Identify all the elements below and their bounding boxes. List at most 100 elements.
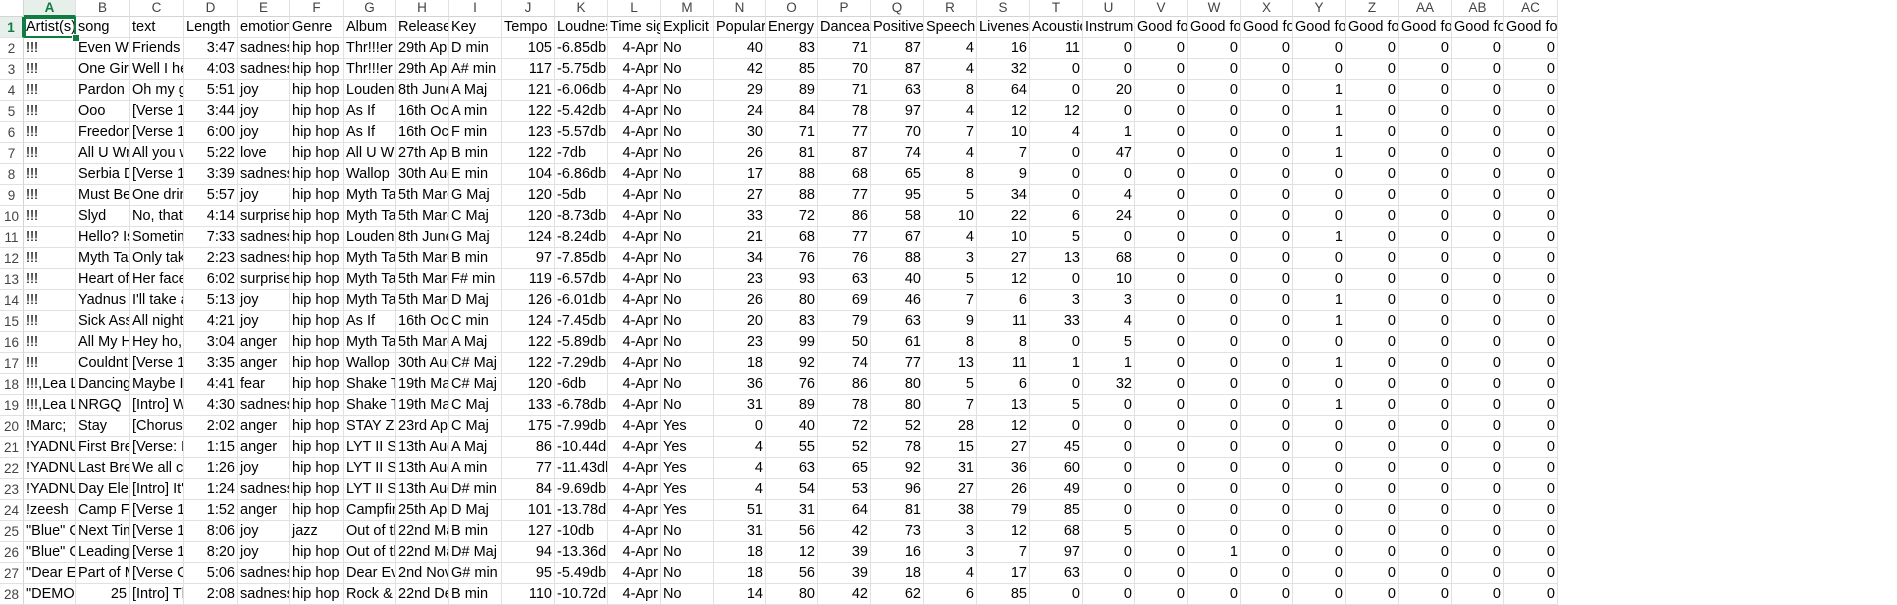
cell-z25[interactable]: 0 [1346,521,1399,542]
cell-d12[interactable]: 2:23 [184,248,238,269]
cell-ac5[interactable]: 0 [1504,101,1558,122]
cell-ab16[interactable]: 0 [1452,332,1504,353]
cell-v16[interactable]: 0 [1135,332,1188,353]
cell-b19[interactable]: NRGQ [76,395,130,416]
cell-s13[interactable]: 12 [977,269,1030,290]
cell-a24[interactable]: !zeesh [24,500,76,521]
column-header-w[interactable]: W [1188,0,1241,17]
cell-d20[interactable]: 2:02 [184,416,238,437]
cell-n26[interactable]: 18 [714,542,766,563]
cell-ab14[interactable]: 0 [1452,290,1504,311]
cell-g22[interactable]: LYT II SOC [344,458,396,479]
cell-o16[interactable]: 99 [766,332,818,353]
cell-o23[interactable]: 54 [766,479,818,500]
cell-x3[interactable]: 0 [1241,59,1293,80]
cell-i13[interactable]: F# min [449,269,502,290]
cell-s5[interactable]: 12 [977,101,1030,122]
cell-f1[interactable]: Genre [290,17,344,38]
cell-w22[interactable]: 0 [1188,458,1241,479]
cell-q14[interactable]: 46 [871,290,924,311]
cell-z22[interactable]: 0 [1346,458,1399,479]
cell-d3[interactable]: 4:03 [184,59,238,80]
cell-z15[interactable]: 0 [1346,311,1399,332]
cell-q24[interactable]: 81 [871,500,924,521]
cell-y12[interactable]: 0 [1293,248,1346,269]
cell-c16[interactable]: Hey ho, th [130,332,184,353]
cell-j4[interactable]: 121 [502,80,555,101]
cell-x27[interactable]: 0 [1241,563,1293,584]
cell-ab19[interactable]: 0 [1452,395,1504,416]
cell-o27[interactable]: 56 [766,563,818,584]
cell-c2[interactable]: Friends to [130,38,184,59]
cell-j26[interactable]: 94 [502,542,555,563]
cell-m8[interactable]: No [661,164,714,185]
cell-b6[interactable]: Freedom 1 [76,122,130,143]
cell-a20[interactable]: !Marc; [24,416,76,437]
cell-s12[interactable]: 27 [977,248,1030,269]
cell-l21[interactable]: 4-Apr [608,437,661,458]
cell-s17[interactable]: 11 [977,353,1030,374]
cell-aa11[interactable]: 0 [1399,227,1452,248]
cell-g24[interactable]: Campfire ( [344,500,396,521]
cell-e14[interactable]: joy [238,290,290,311]
cell-l7[interactable]: 4-Apr [608,143,661,164]
cell-ab24[interactable]: 0 [1452,500,1504,521]
cell-m15[interactable]: No [661,311,714,332]
cell-aa28[interactable]: 0 [1399,584,1452,605]
cell-h18[interactable]: 19th May 2 [396,374,449,395]
cell-ab18[interactable]: 0 [1452,374,1504,395]
cell-c10[interactable]: No, that's [130,206,184,227]
cell-x17[interactable]: 0 [1241,353,1293,374]
cell-z27[interactable]: 0 [1346,563,1399,584]
cell-g27[interactable]: Dear Evan [344,563,396,584]
cell-ac18[interactable]: 0 [1504,374,1558,395]
cell-a27[interactable]: "Dear Evan [24,563,76,584]
cell-b7[interactable]: All U Write [76,143,130,164]
cell-ac26[interactable]: 0 [1504,542,1558,563]
cell-s9[interactable]: 34 [977,185,1030,206]
cell-z5[interactable]: 0 [1346,101,1399,122]
column-header-x[interactable]: X [1241,0,1293,17]
cell-h21[interactable]: 13th Augu [396,437,449,458]
cell-r20[interactable]: 28 [924,416,977,437]
cell-g5[interactable]: As If [344,101,396,122]
row-header-5[interactable]: 5 [0,101,24,122]
cell-k10[interactable]: -8.73db [555,206,608,227]
cell-u24[interactable]: 0 [1083,500,1135,521]
cell-r17[interactable]: 13 [924,353,977,374]
column-header-r[interactable]: R [924,0,977,17]
cell-ac13[interactable]: 0 [1504,269,1558,290]
cell-s28[interactable]: 85 [977,584,1030,605]
cell-b20[interactable]: Stay [76,416,130,437]
cell-p14[interactable]: 69 [818,290,871,311]
row-header-9[interactable]: 9 [0,185,24,206]
cell-e11[interactable]: sadness [238,227,290,248]
cell-v21[interactable]: 0 [1135,437,1188,458]
cell-q15[interactable]: 63 [871,311,924,332]
cell-j21[interactable]: 86 [502,437,555,458]
cell-t13[interactable]: 0 [1030,269,1083,290]
cell-j10[interactable]: 120 [502,206,555,227]
cell-k19[interactable]: -6.78db [555,395,608,416]
cell-f22[interactable]: hip hop [290,458,344,479]
cell-x22[interactable]: 0 [1241,458,1293,479]
cell-q8[interactable]: 65 [871,164,924,185]
cell-r9[interactable]: 5 [924,185,977,206]
cell-i27[interactable]: G# min [449,563,502,584]
cell-f28[interactable]: hip hop [290,584,344,605]
cell-a19[interactable]: !!!,Lea Lea [24,395,76,416]
cell-u22[interactable]: 0 [1083,458,1135,479]
cell-k21[interactable]: -10.44db [555,437,608,458]
cell-r4[interactable]: 8 [924,80,977,101]
cell-b26[interactable]: Leading A [76,542,130,563]
cell-f5[interactable]: hip hop [290,101,344,122]
cell-w20[interactable]: 0 [1188,416,1241,437]
cell-k6[interactable]: -5.57db [555,122,608,143]
cell-d1[interactable]: Length [184,17,238,38]
cell-d23[interactable]: 1:24 [184,479,238,500]
cell-aa16[interactable]: 0 [1399,332,1452,353]
cell-f17[interactable]: hip hop [290,353,344,374]
cell-a5[interactable]: !!! [24,101,76,122]
cell-c25[interactable]: [Verse 1] H [130,521,184,542]
cell-b18[interactable]: Dancing Is [76,374,130,395]
